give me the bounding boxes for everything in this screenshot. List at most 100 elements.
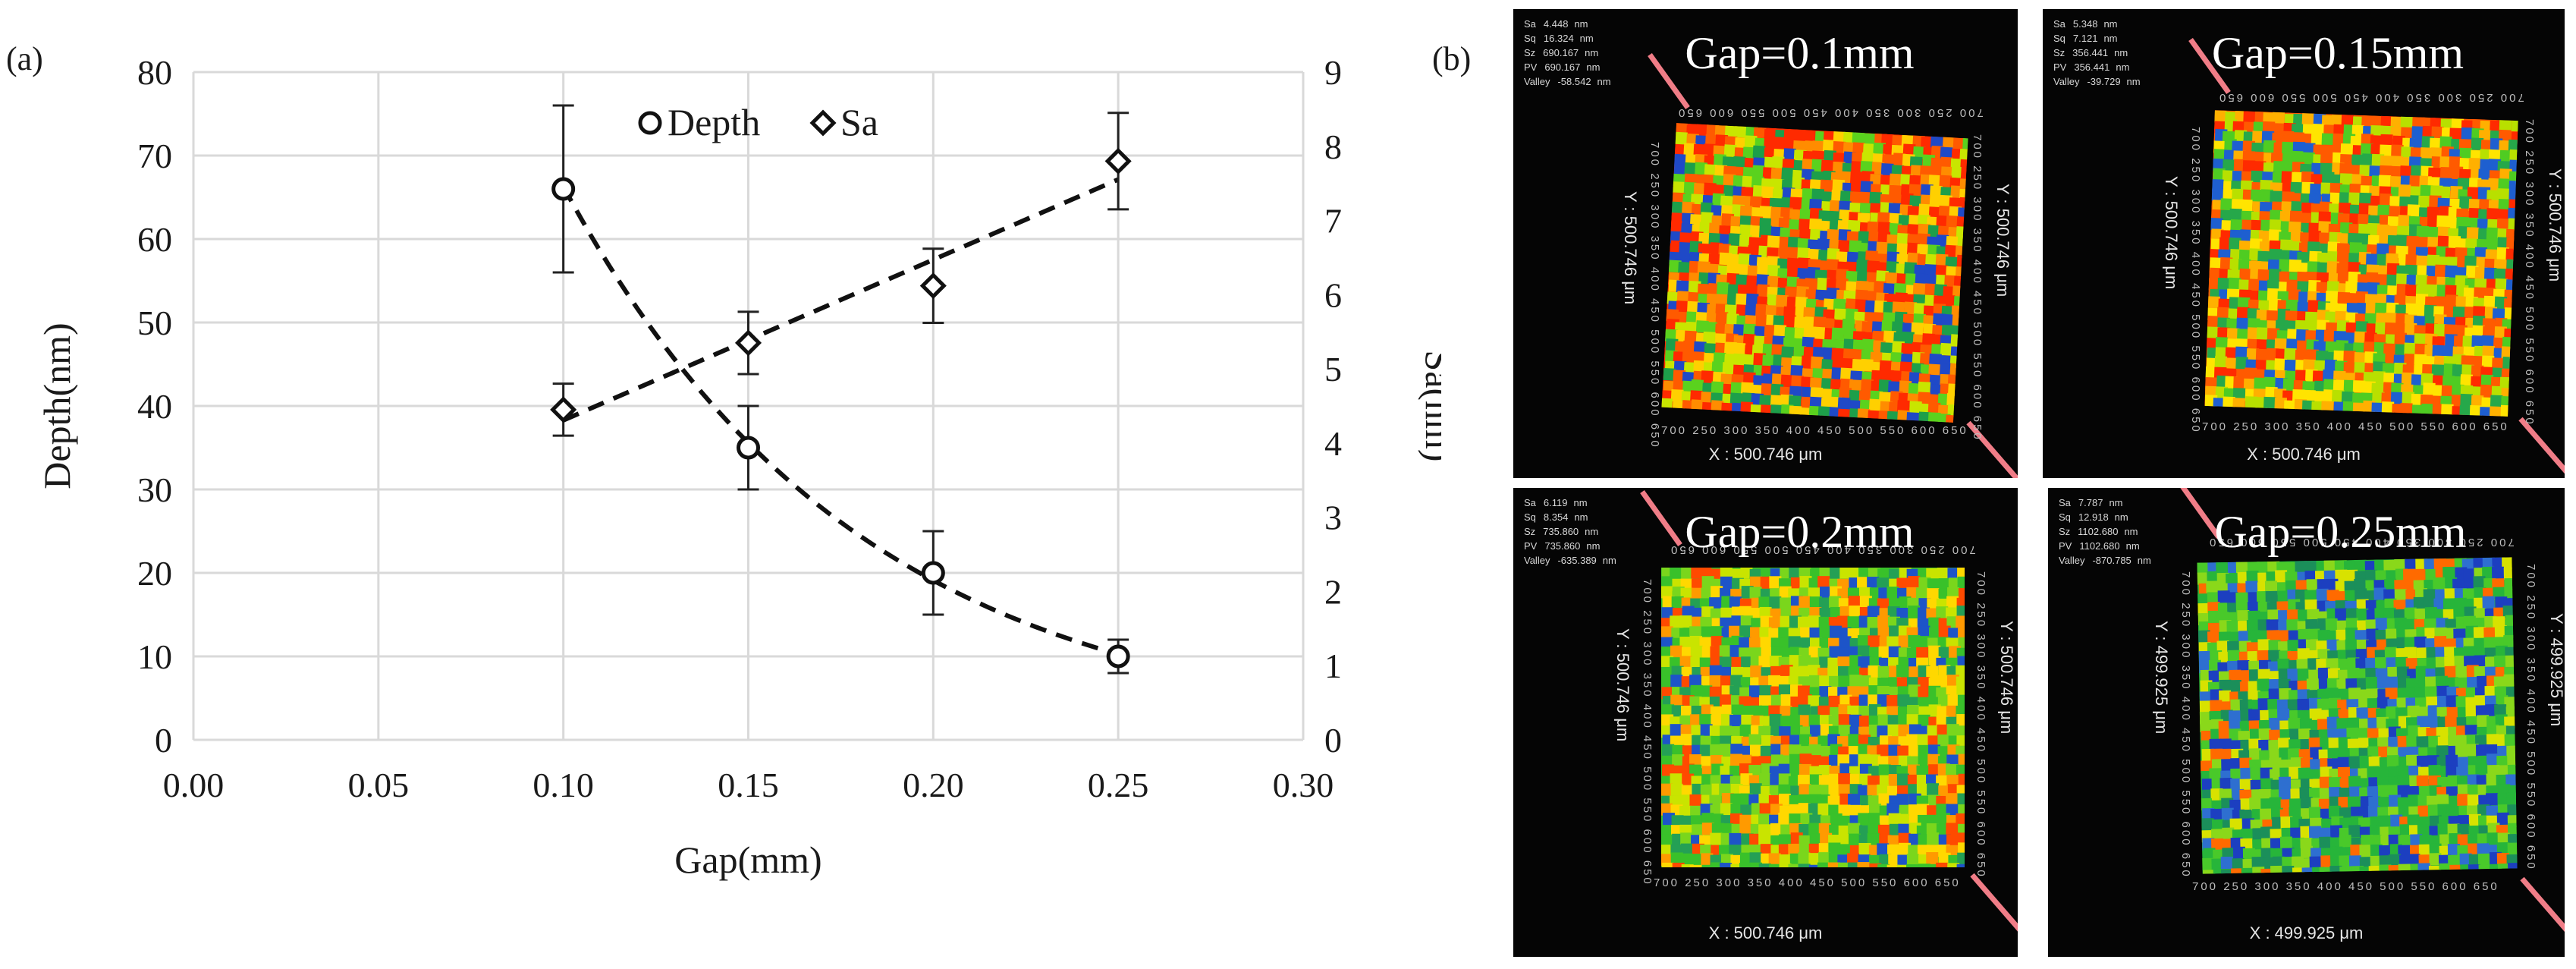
sa-point (550, 396, 577, 423)
surface-height-map (1661, 123, 1968, 423)
x-tick-label: 0.20 (903, 766, 964, 804)
stat-cell: Sz (2059, 526, 2071, 537)
y-axis-label: Depth(nm) (36, 322, 78, 489)
x-axis-label: Gap(mm) (674, 838, 821, 881)
stat-cell: Sa (2059, 497, 2071, 508)
x-scale-ticks-bottom: 700 250 300 350 400 450 500 550 600 650 (2202, 420, 2509, 433)
stat-cell: Sa (1524, 497, 1536, 508)
stat-cell: nm (1597, 76, 1611, 87)
stat-cell: Sq (2053, 33, 2066, 44)
micrograph-panel: Sa 6.119 nm Sq 8.354 nm Sz 735.860 nm PV 735.860 nm… (1513, 488, 2018, 957)
x-tick-label: 0.00 (163, 766, 225, 804)
depth-point (921, 561, 945, 585)
stat-row: Sz 735.860 nm (1524, 524, 1623, 539)
stat-cell: nm (1585, 47, 1599, 58)
y2-tick-label: 7 (1324, 202, 1342, 241)
x-dimension-label: X : 500.746 μm (1708, 923, 1823, 942)
sa-point (1104, 147, 1132, 175)
y2-tick-label: 0 (1324, 721, 1342, 760)
view-axis-marker (2188, 37, 2565, 474)
stat-cell: PV (2059, 540, 2072, 552)
x-tick-label: 0.05 (348, 766, 410, 804)
micrograph-panel: Sa 5.348 nm Sq 7.121 nm Sz 356.441 nm PV 356.441 nm… (2043, 9, 2565, 478)
stat-cell: Sz (2053, 47, 2066, 58)
stat-cell: nm (2126, 76, 2141, 87)
surface-height-map (2204, 110, 2518, 417)
y-dimension-label-right: Y : 500.746 μm (1993, 184, 2012, 297)
stat-cell: Sq (2059, 511, 2071, 523)
x-scale-ticks-top: 700 250 300 350 400 450 500 550 600 650 (1676, 106, 1984, 119)
y2-tick-label: 3 (1324, 499, 1342, 537)
gap-title: Gap=0.2mm (1685, 507, 1915, 557)
stat-cell: -635.389 (1557, 555, 1597, 566)
stat-row: Sq 7.121 nm (2053, 31, 2147, 46)
stat-cell: 5.348 (2072, 18, 2098, 30)
stat-cell: nm (2103, 18, 2118, 30)
stat-row: PV 1102.680 nm (2059, 539, 2157, 553)
x-dimension-label: X : 499.925 μm (2249, 923, 2364, 942)
stat-row: PV 356.441 nm (2053, 60, 2147, 74)
stat-cell: 1102.680 (2078, 526, 2119, 537)
y-dimension-label-right: Y : 500.746 μm (2546, 168, 2565, 282)
stat-cell: Sz (1524, 47, 1536, 58)
y-dimension-label-left: Y : 500.746 μm (2162, 176, 2181, 290)
y2-tick-label: 6 (1324, 275, 1342, 314)
stat-cell: nm (2114, 47, 2128, 58)
sa-point (734, 329, 762, 357)
stat-cell: 12.918 (2078, 511, 2109, 523)
depth-point (1106, 644, 1130, 669)
surface-stats: Sa 7.787 nm Sq 12.918 nm Sz 1102.680 nm PV 1102.68… (2059, 496, 2157, 568)
y-scale-ticks-right: 700 250 300 350 400 450 500 550 600 650 (1974, 571, 1987, 879)
stat-cell: Sa (2053, 18, 2066, 30)
stat-row: Sa 5.348 nm (2053, 17, 2147, 31)
stat-cell: 8.354 (1543, 511, 1569, 523)
view-axis-marker (2180, 488, 2565, 932)
stat-cell: nm (2103, 33, 2118, 44)
stat-cell: 1102.680 (2079, 540, 2120, 552)
stat-cell: 356.441 (2074, 61, 2110, 73)
view-axis-marker (1648, 52, 2018, 478)
legend-depth-marker (638, 111, 662, 135)
stat-cell: Valley (1524, 76, 1550, 87)
stat-cell: nm (1579, 33, 1594, 44)
stat-cell: 690.167 (1544, 61, 1581, 73)
stat-row: Sz 690.167 nm (1524, 46, 1617, 60)
y-scale-ticks-right: 700 250 300 350 400 450 500 550 600 650 (2524, 564, 2537, 871)
y2-tick-label: 2 (1324, 572, 1342, 611)
y-tick-label: 30 (137, 470, 172, 509)
stat-cell: nm (1573, 497, 1588, 508)
sa-trendline (562, 177, 1120, 423)
gap-title: Gap=0.25mm (2214, 507, 2467, 557)
stat-row: Sa 4.448 nm (1524, 17, 1617, 31)
stat-cell: Sa (1524, 18, 1536, 30)
y-tick-label: 60 (137, 220, 172, 259)
y-tick-label: 40 (137, 387, 172, 426)
stat-cell: 7.787 (2078, 497, 2103, 508)
y-scale-ticks-left: 700 250 300 350 400 450 500 550 600 650 (1648, 142, 1661, 449)
y-tick-label: 70 (137, 137, 172, 175)
stat-row: Sa 6.119 nm (1524, 496, 1623, 510)
stat-cell: -39.729 (2087, 76, 2121, 87)
surface-height-map (1661, 568, 1965, 867)
y-tick-label: 0 (155, 721, 172, 760)
y2-tick-label: 5 (1324, 350, 1342, 389)
stat-row: PV 690.167 nm (1524, 60, 1617, 74)
stat-cell: Valley (2053, 76, 2080, 87)
stat-cell: nm (2116, 61, 2130, 73)
stat-row: Valley -870.785 nm (2059, 553, 2157, 568)
y-tick-label: 50 (137, 304, 172, 342)
stat-row: Valley -39.729 nm (2053, 74, 2147, 89)
stat-cell: nm (1574, 511, 1588, 523)
surface-stats: Sa 6.119 nm Sq 8.354 nm Sz 735.860 nm PV 735.860 nm… (1524, 496, 1623, 568)
y-scale-ticks-left: 700 250 300 350 400 450 500 550 600 650 (1641, 579, 1654, 886)
gap-title: Gap=0.15mm (2211, 28, 2464, 78)
stat-row: Sq 8.354 nm (1524, 510, 1623, 524)
stat-cell: Sq (1524, 511, 1536, 523)
y-scale-ticks-left: 700 250 300 350 400 450 500 550 600 650 (2179, 571, 2192, 879)
stat-row: Sa 7.787 nm (2059, 496, 2157, 510)
stat-cell: Valley (1524, 555, 1550, 566)
depth-point (551, 177, 576, 201)
stat-cell: 7.121 (2072, 33, 2098, 44)
stat-cell: Sq (1524, 33, 1536, 44)
surface-height-map (2197, 557, 2518, 874)
